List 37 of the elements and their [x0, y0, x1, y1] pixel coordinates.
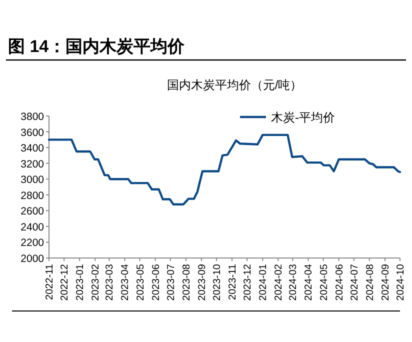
x-tick-label: 2024-01 [258, 264, 270, 301]
x-tick-label: 2024-09 [380, 264, 392, 301]
x-tick-label: 2023-06 [150, 264, 162, 301]
x-tick-label: 2024-05 [318, 264, 330, 301]
x-tick-label: 2024-04 [304, 264, 315, 301]
y-tick-label: 2400 [20, 221, 44, 234]
y-tick-label: 3800 [20, 111, 44, 123]
y-tick-label: 2600 [20, 206, 44, 218]
x-tick-label: 2023-11 [228, 264, 239, 300]
x-tick-label: 2023-02 [90, 264, 102, 301]
x-tick-label: 2024-08 [364, 264, 376, 301]
x-tick-label: 2024-06 [334, 264, 346, 301]
x-tick-label: 2022-12 [60, 264, 71, 301]
x-tick-label: 2023-09 [196, 264, 208, 301]
x-tick-label: 2024-02 [274, 264, 285, 301]
x-tick-label: 2023-08 [181, 264, 192, 301]
x-tick-label: 2024-03 [288, 264, 300, 301]
x-tick-label: 2024-07 [349, 264, 360, 301]
y-tick-label: 3600 [20, 126, 44, 139]
x-tick-label: 2023-10 [212, 264, 223, 301]
x-tick-label: 2023-03 [104, 264, 116, 301]
y-tick-label: 2000 [20, 253, 44, 265]
y-tick-label: 2200 [20, 237, 44, 250]
y-tick-label: 2800 [20, 190, 44, 202]
x-tick-label: 2023-12 [242, 264, 254, 301]
chart-subtitle: 国内木炭平均价（元/吨） [166, 78, 302, 92]
x-tick-label: 2023-01 [75, 264, 86, 301]
x-tick-label: 2022-11 [44, 264, 56, 300]
y-tick-label: 3400 [20, 142, 44, 155]
x-tick-label: 2023-07 [166, 264, 177, 301]
y-tick-label: 3000 [20, 174, 44, 186]
x-tick-label: 2023-05 [135, 264, 146, 301]
chart-title: 图 14：国内木炭平均价 [8, 37, 186, 56]
y-tick-label: 3200 [20, 158, 44, 170]
x-tick-label: 2024-10 [396, 264, 406, 301]
legend-label: 木炭-平均价 [271, 110, 335, 124]
x-tick-label: 2023-04 [120, 264, 132, 301]
